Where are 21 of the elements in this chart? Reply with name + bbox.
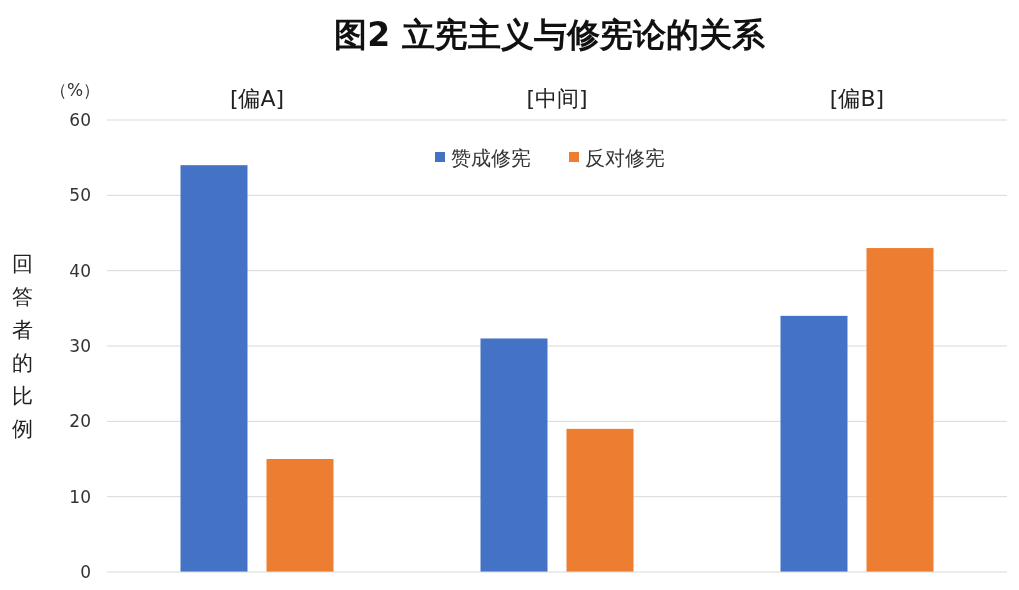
chart-title: 图2 立宪主义与修宪论的关系 <box>334 15 766 54</box>
bar <box>566 428 634 572</box>
x-tick-label: [偏A] <box>229 86 285 111</box>
y-tick-label: 40 <box>69 260 91 281</box>
y-axis-title: 回答者的比例 <box>11 251 33 441</box>
bar <box>180 165 248 572</box>
bar <box>266 459 334 572</box>
y-tick-label: 60 <box>69 110 91 130</box>
x-tick-label: [中间] <box>526 86 588 111</box>
y-tick-label: 50 <box>69 185 91 206</box>
y-tick-label: 10 <box>69 486 91 507</box>
text: （%） <box>49 80 101 100</box>
y-tick-label: 0 <box>80 562 91 582</box>
bar <box>780 315 848 572</box>
bar <box>480 338 548 572</box>
y-tick-label: 30 <box>69 336 91 356</box>
y-tick-label: 20 <box>69 411 91 432</box>
bar <box>866 248 934 572</box>
legend-label: 赞成修宪 <box>451 146 531 170</box>
legend-label: 反对修宪 <box>585 146 665 170</box>
x-tick-label: [偏B] <box>829 86 885 111</box>
